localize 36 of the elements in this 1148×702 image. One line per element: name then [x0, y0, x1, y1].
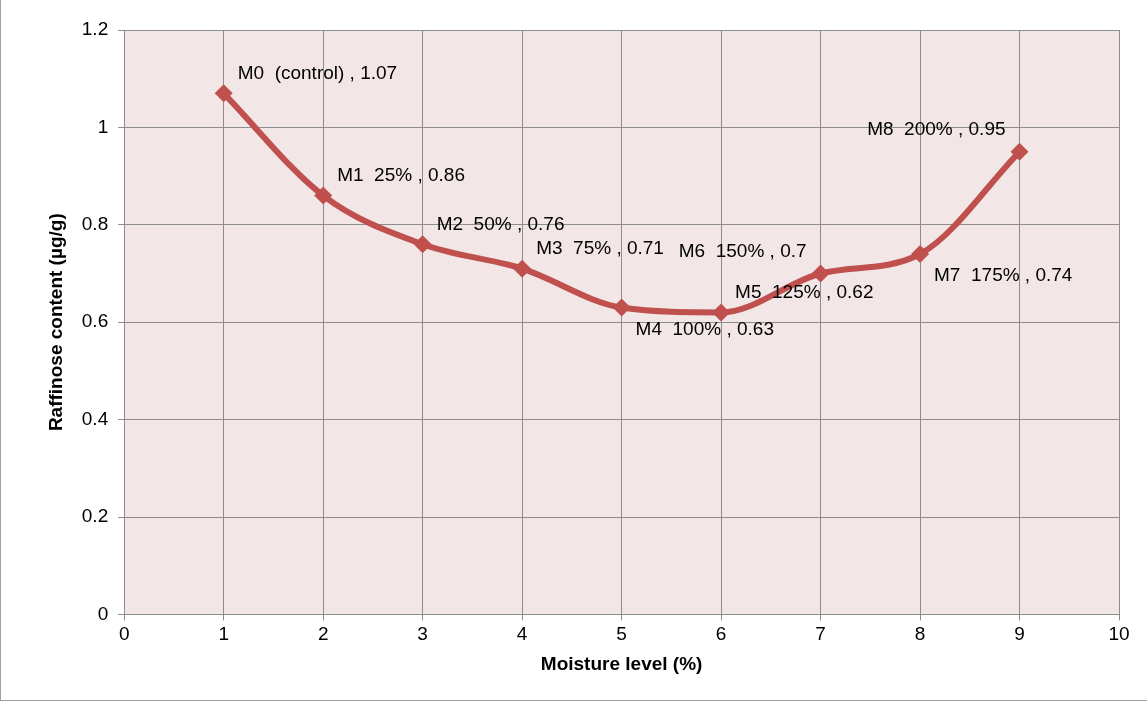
x-tick-label: 5: [616, 623, 627, 645]
point: [214, 84, 233, 103]
y-tick-label: 1.2: [81, 18, 109, 40]
x-tick-label: 4: [516, 623, 528, 645]
point: [314, 186, 333, 205]
y-tick-label: 0.6: [81, 310, 109, 332]
y-tick-label: 1: [97, 115, 109, 137]
data-label: M0 (control) , 1.07: [237, 61, 398, 83]
y-tick-label: 0: [97, 602, 109, 624]
data-label: M2 50% , 0.76: [436, 212, 565, 234]
point: [911, 245, 930, 264]
y-axis-title: Raffinose content (µg/g): [44, 213, 66, 432]
data-label: M7 175% , 0.74: [934, 264, 1073, 286]
data-label: M6 150% , 0.7: [678, 239, 807, 261]
y-tick-label: 0.2: [81, 505, 109, 527]
x-tick-label: 1: [218, 623, 229, 645]
data-label: M4 100% , 0.63: [635, 317, 774, 339]
x-tick-label: 8: [914, 623, 926, 645]
data-label: M3 75% , 0.71: [536, 236, 664, 258]
x-tick-label: 6: [715, 623, 727, 645]
x-tick-label: 10: [1108, 623, 1130, 645]
x-tick-label: 7: [815, 623, 826, 645]
point: [413, 235, 432, 254]
x-tick-label: 0: [118, 623, 130, 645]
data-label: M1 25% , 0.86: [337, 163, 465, 185]
point: [1010, 142, 1029, 161]
x-tick-label: 2: [317, 623, 329, 645]
point: [513, 259, 532, 278]
y-tick-label: 0.4: [81, 407, 109, 429]
y-tick-label: 0.8: [81, 213, 109, 235]
x-tick-label: 9: [1014, 623, 1025, 645]
x-tick-label: 3: [417, 623, 428, 645]
data-label: M8 200% , 0.95: [867, 117, 1006, 139]
x-axis-title: Moisture level (%): [540, 652, 703, 674]
point: [612, 298, 631, 317]
point: [811, 264, 830, 283]
